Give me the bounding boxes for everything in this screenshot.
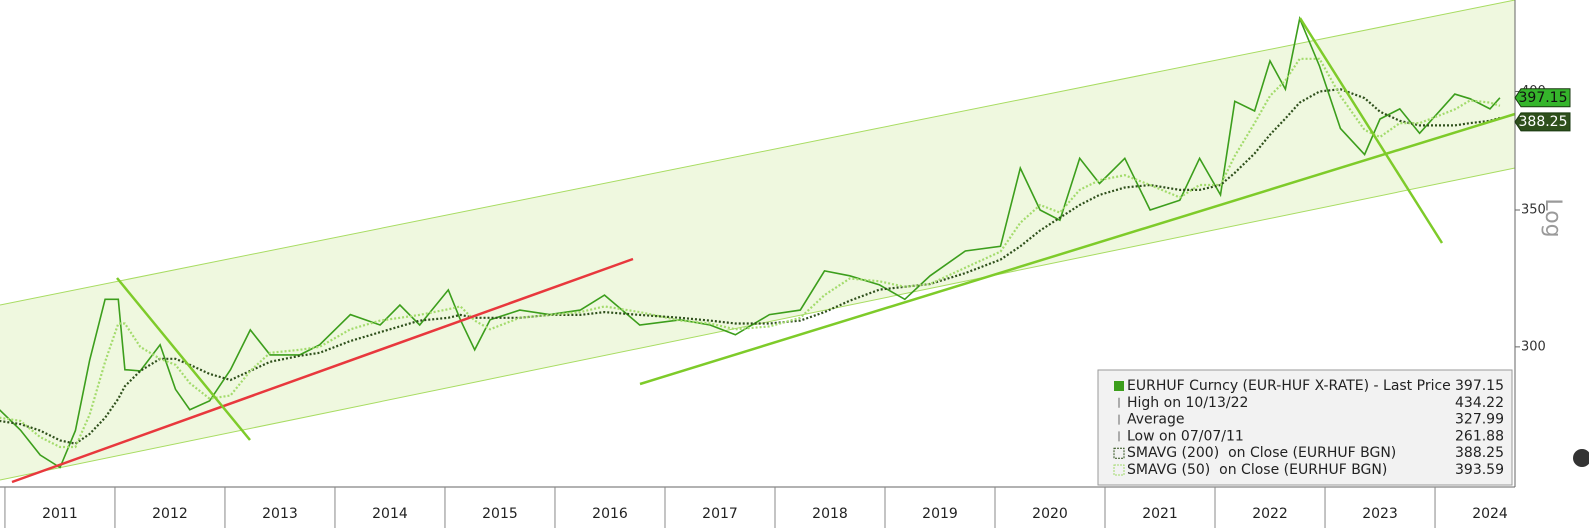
- channel-fill: [0, 0, 1515, 480]
- legend-label: Average: [1127, 412, 1185, 428]
- x-tick-label: 2015: [482, 506, 518, 522]
- legend-label: SMAVG (200) on Close (EURHUF BGN): [1127, 445, 1396, 461]
- legend-label: High on 10/13/22: [1127, 395, 1248, 411]
- legend-value: 393.59: [1455, 462, 1504, 478]
- legend-label: SMAVG (50) on Close (EURHUF BGN): [1127, 462, 1387, 478]
- scroll-handle[interactable]: [1573, 449, 1589, 467]
- y-tick-label: 300: [1521, 339, 1546, 354]
- price-tag-label: 388.25: [1519, 114, 1568, 130]
- price-tag-label: 397.15: [1519, 90, 1568, 106]
- legend: EURHUF Curncy (EUR-HUF X-RATE) - Last Pr…: [1097, 369, 1513, 486]
- channel-upper: [0, 0, 1516, 306]
- legend-swatch: [1113, 464, 1125, 476]
- legend-value: 261.88: [1455, 428, 1504, 444]
- trend-line: [639, 112, 1516, 386]
- series-layer: [0, 15, 1501, 469]
- x-tick-label: 2019: [922, 506, 958, 522]
- series-line: [0, 15, 1501, 469]
- legend-box: [1097, 369, 1513, 486]
- x-tick-label: 2020: [1032, 506, 1068, 522]
- x-tick-label: 2012: [152, 506, 188, 522]
- y-tick-label: 350: [1521, 203, 1546, 218]
- trend-line: [1298, 17, 1444, 244]
- legend-value: 434.22: [1455, 395, 1504, 411]
- price-tags: 397.15 388.25: [1514, 88, 1571, 132]
- legend-swatch: [1113, 447, 1125, 459]
- x-tick-label: 2021: [1142, 506, 1178, 522]
- x-tick-label: 2018: [812, 506, 848, 522]
- scale-label: Log: [1540, 198, 1565, 237]
- x-tick-label: 2011: [42, 506, 78, 522]
- price-tag: [1514, 88, 1571, 108]
- trend-line: [11, 257, 634, 484]
- legend-value: 397.15: [1455, 378, 1504, 394]
- x-tick-label: 2024: [1472, 506, 1508, 522]
- x-tick-label: 2013: [262, 506, 298, 522]
- series-line: [0, 88, 1501, 445]
- legend-value: 327.99: [1455, 412, 1504, 428]
- legend-label: Low on 07/07/11: [1127, 428, 1244, 444]
- x-tick-label: 2017: [702, 506, 738, 522]
- axis-layer: 2011 2012 2013 2014 2015 2016 2017 2018 2019 2020…: [4, 84, 1546, 528]
- series-line: [0, 57, 1501, 449]
- channel-lower: [0, 167, 1516, 481]
- trend-line: [116, 277, 251, 441]
- legend-label: EURHUF Curncy (EUR-HUF X-RATE) - Last Pr…: [1127, 378, 1451, 394]
- x-tick-label: 2016: [592, 506, 628, 522]
- legend-swatch: [1114, 381, 1124, 391]
- x-tick-label: 2014: [372, 506, 408, 522]
- legend-value: 388.25: [1455, 445, 1504, 461]
- price-tag: [1514, 112, 1571, 132]
- x-tick-label: 2023: [1362, 506, 1398, 522]
- x-tick-label: 2022: [1252, 506, 1288, 522]
